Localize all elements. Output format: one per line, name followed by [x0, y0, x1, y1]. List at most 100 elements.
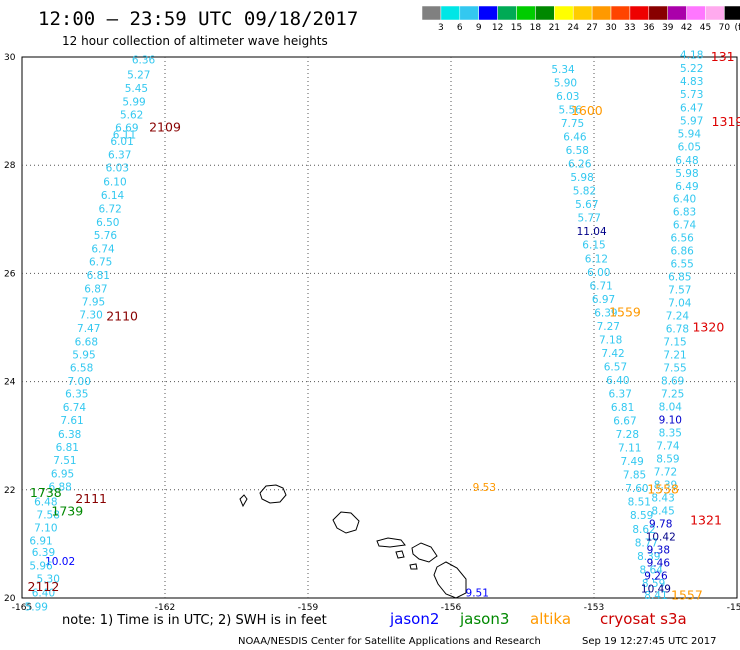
satellite-legend: jason2 jason3 altika cryosat s3a [389, 610, 687, 628]
wave-height-value: 6.47 [680, 102, 703, 114]
wave-height-value: 6.40 [606, 375, 629, 387]
wave-height-value: 6.97 [592, 294, 615, 306]
wave-height-value: 6.88 [48, 482, 71, 494]
wave-height-value: 6.58 [566, 145, 589, 157]
wave-height-value: 7.10 [34, 523, 57, 535]
wave-height-value: 5.45 [125, 83, 148, 95]
colorbar-swatch [686, 5, 706, 21]
colorbar-level: 15 [511, 23, 522, 33]
wave-height-value: 5.34 [551, 64, 575, 76]
wave-height-value: 6.39 [32, 547, 55, 559]
wave-height-value: 7.28 [616, 429, 639, 441]
colorbar-swatch [459, 5, 479, 21]
chart-subtitle: 12 hour collection of altimeter wave hei… [62, 34, 328, 48]
wave-height-value: 9.51 [466, 588, 489, 600]
wave-height-value: 6.83 [673, 207, 696, 219]
wave-height-value: 8.62 [632, 524, 655, 536]
pass-label: 1321 [690, 513, 722, 528]
wave-height-value: 6.15 [582, 240, 605, 252]
wave-height-value: 8.51 [628, 497, 651, 509]
wave-height-value: 8.64 [640, 564, 664, 576]
wave-height-value: 6.39 [594, 307, 617, 319]
wave-height-value: 9.46 [647, 557, 671, 569]
colorbar-level: 39 [662, 23, 674, 33]
pass-label: 1557 [671, 587, 703, 602]
colorbar-level: 36 [643, 23, 655, 33]
wave-height-value: 7.18 [599, 334, 622, 346]
pass-label: 1739 [51, 503, 83, 518]
wave-height-value: 6.03 [556, 91, 579, 103]
colorbar-swatch [591, 5, 612, 21]
wave-height-value: 6.50 [96, 217, 119, 229]
wave-height-value: 9.53 [473, 482, 496, 494]
wave-height-value: 5.82 [573, 186, 596, 198]
wave-height-value: 5.90 [554, 77, 577, 89]
wave-height-value: 5.73 [680, 89, 703, 101]
colorbar-level: 18 [530, 23, 542, 33]
wave-height-value: 6.05 [678, 141, 701, 153]
island-hawaii [433, 561, 467, 599]
wave-height-value: 7.27 [597, 321, 620, 333]
island-kahoolawe [409, 563, 418, 570]
wave-height-value: 6.58 [70, 363, 93, 375]
wave-height-value: 6.74 [63, 402, 87, 414]
wave-height-value: 6.37 [609, 389, 632, 401]
wave-height-value: 7.58 [37, 510, 60, 522]
legend-jason3: jason3 [459, 610, 509, 628]
wave-height-value: 6.40 [673, 194, 696, 206]
colorbar-swatch [440, 5, 461, 21]
pass-label: 1558 [647, 481, 679, 496]
colorbar-level: 9 [476, 23, 482, 33]
wave-height-value: 6.74 [673, 220, 697, 232]
units-note: note: 1) Time is in UTC; 2) SWH is in fe… [62, 613, 327, 628]
wave-height-value: 9.10 [659, 414, 682, 426]
colorbar-swatch [535, 5, 555, 21]
wave-height-value: 5.98 [570, 172, 593, 184]
wave-height-value: 6.46 [563, 132, 587, 144]
colorbar-level: 70 [719, 23, 731, 33]
colorbar-swatch [497, 5, 517, 21]
wave-height-value: 7.42 [601, 348, 624, 360]
wave-height-value: 5.62 [120, 109, 143, 121]
colorbar-level: 27 [586, 23, 597, 33]
colorbar-level: 33 [624, 23, 635, 33]
wave-height-value: 7.24 [666, 311, 690, 323]
colorbar-swatch [629, 5, 650, 21]
wave-height-value: 5.97 [680, 115, 703, 127]
wave-height-value: 7.60 [625, 483, 648, 495]
y-tick-label: 28 [4, 161, 16, 171]
colorbar-swatch [610, 5, 631, 21]
axis-ticks: -165 -162 -159 -156 -153 -150 20 22 24 26 28 30 [4, 53, 740, 613]
colorbar-level: 42 [681, 23, 692, 33]
colorbar-swatch [572, 5, 593, 21]
wave-height-value: 9.26 [644, 570, 668, 582]
wave-height-value: 6.86 [670, 246, 694, 258]
colorbar-level: 21 [549, 23, 560, 33]
wave-height-value: 6.00 [587, 267, 610, 279]
colorbar-swatch [724, 5, 740, 21]
wave-height-value: 7.49 [620, 456, 643, 468]
pass-label: 1738 [30, 485, 62, 500]
pass-label: 2111 [75, 491, 107, 506]
y-tick-label: 22 [4, 486, 15, 496]
wave-height-value: 10.49 [641, 583, 671, 595]
wave-height-value: 5.67 [575, 199, 598, 211]
footer-timestamp: Sep 19 12:27:45 UTC 2017 [582, 636, 716, 647]
wave-height-value: 8.41 [644, 590, 667, 602]
colorbar-swatch [516, 5, 536, 21]
wave-height-value: 7.00 [68, 376, 91, 388]
legend-jason2: jason2 [389, 610, 439, 628]
wave-height-value: 9.78 [649, 518, 672, 530]
wave-height-value: 6.57 [604, 361, 627, 373]
y-tick-label: 20 [4, 594, 16, 604]
pass-label: 1600 [571, 103, 603, 118]
wave-height-values: 10.029.519.536.365.275.455.995.626.696.1… [25, 49, 704, 613]
wave-height-value: 6.81 [56, 442, 79, 454]
colorbar-level: 24 [567, 23, 579, 33]
pass-label: 1319 [712, 114, 740, 129]
wave-height-value: 6.01 [110, 136, 133, 148]
wave-height-value: 6.81 [87, 270, 110, 282]
wave-height-value: 11.04 [577, 226, 607, 238]
wave-height-value: 5.22 [680, 63, 703, 75]
